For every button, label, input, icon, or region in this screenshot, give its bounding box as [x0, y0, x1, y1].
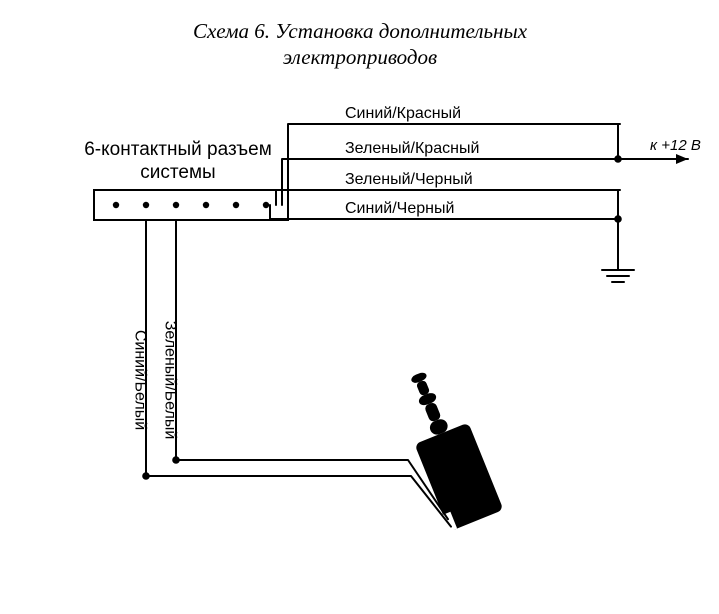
wire-right-label-3: Синий/Черный [345, 200, 454, 217]
connector-pin-1 [113, 202, 119, 208]
arrow-label: к +12 В [650, 137, 701, 154]
wire-right-label-1: Зеленый/Красный [345, 140, 479, 157]
connector-label-line2: системы [140, 162, 215, 183]
connector-pin-4 [203, 202, 209, 208]
connector-label-line1: 6-контактный разъем [84, 139, 272, 160]
wire-down-label-0: Синий/Белый [132, 330, 149, 430]
connector-box [94, 190, 288, 220]
connector-pin-6 [263, 202, 269, 208]
diagram-title-line2: электроприводов [283, 45, 437, 69]
wire-right-label-2: Зеленый/Черный [345, 171, 473, 188]
connector-pin-5 [233, 202, 239, 208]
wire-right-label-0: Синий/Красный [345, 105, 461, 122]
wire-down-label-1: Зеленый/Белый [162, 321, 179, 440]
diagram-title-line1: Схема 6. Установка дополнительных [193, 19, 528, 43]
connector-pin-2 [143, 202, 149, 208]
connector-pin-3 [173, 202, 179, 208]
